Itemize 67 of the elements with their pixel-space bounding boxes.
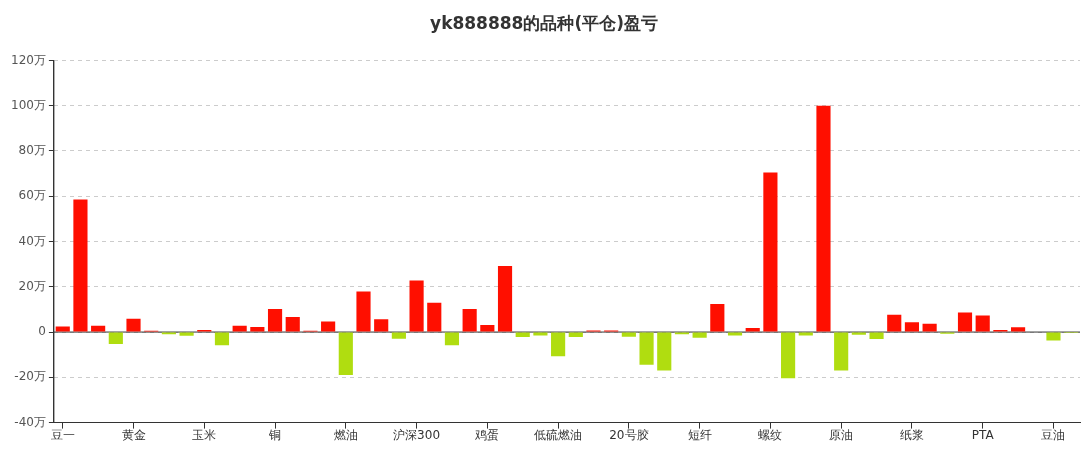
x-tick-label: 黄金: [121, 427, 146, 442]
y-tick-label: 40万: [18, 233, 46, 248]
bar: [710, 303, 725, 332]
bar: [73, 199, 88, 332]
bar: [692, 332, 707, 338]
bar: [126, 318, 141, 332]
bar: [745, 327, 760, 332]
x-tick-label: 螺纹: [758, 427, 783, 442]
bar: [781, 332, 796, 379]
x-tick-label: 燃油: [333, 427, 358, 442]
x-tick-label: 低硫燃油: [534, 427, 583, 442]
bar: [887, 314, 902, 332]
bar: [763, 172, 778, 332]
x-tick-label: 鸡蛋: [474, 427, 500, 442]
y-tick-label: 20万: [18, 278, 46, 293]
y-tick-label: 120万: [11, 52, 46, 67]
bar: [621, 332, 636, 337]
chart-title: yk888888的品种(平仓)盈亏: [430, 12, 658, 33]
bar: [922, 323, 937, 332]
bar: [551, 332, 566, 357]
bar: [338, 332, 353, 376]
bar: [374, 319, 389, 332]
x-tick-label: 纸浆: [899, 427, 924, 442]
bar: [975, 315, 990, 332]
bar: [232, 325, 247, 332]
y-tick-label: 0: [38, 324, 46, 339]
y-tick-label: -40万: [14, 414, 46, 429]
y-tick-label: -20万: [14, 369, 46, 384]
x-tick-label: 豆一: [50, 427, 75, 442]
bar: [480, 325, 495, 332]
bar: [179, 332, 194, 336]
bar: [1046, 332, 1061, 341]
bar: [356, 291, 371, 332]
bar: [497, 265, 513, 332]
bar: [816, 105, 831, 332]
bar: [321, 321, 336, 332]
bar: [409, 280, 424, 332]
y-tick-label: 100万: [11, 97, 46, 112]
bar: [639, 332, 654, 365]
y-tick-label: 60万: [18, 188, 46, 203]
y-tick-label: 80万: [18, 143, 46, 158]
bar: [55, 326, 70, 332]
bar: [904, 322, 920, 332]
bar: [851, 332, 866, 335]
bar: [427, 302, 442, 332]
bar: [214, 332, 230, 346]
bar: [1011, 327, 1026, 332]
bar: [869, 332, 884, 340]
bar: [250, 327, 265, 332]
bar: [834, 332, 849, 371]
x-tick-label: 豆油: [1041, 427, 1066, 442]
bar: [657, 332, 672, 371]
bar: [267, 308, 283, 332]
x-tick-label: 20号胶: [609, 427, 649, 442]
bar: [957, 312, 973, 332]
bar: [108, 332, 123, 345]
x-tick-label: PTA: [971, 427, 995, 442]
x-tick-label: 短纤: [687, 427, 712, 442]
x-tick-label: 原油: [829, 427, 854, 442]
bar: [285, 316, 300, 332]
bar: [462, 308, 477, 332]
x-tick-label: 铜: [268, 427, 282, 442]
bar: [391, 332, 406, 339]
bar: [444, 332, 460, 346]
bar: [91, 325, 106, 332]
x-tick-label: 玉米: [192, 427, 217, 442]
x-tick-label: 沪深300: [393, 427, 441, 442]
